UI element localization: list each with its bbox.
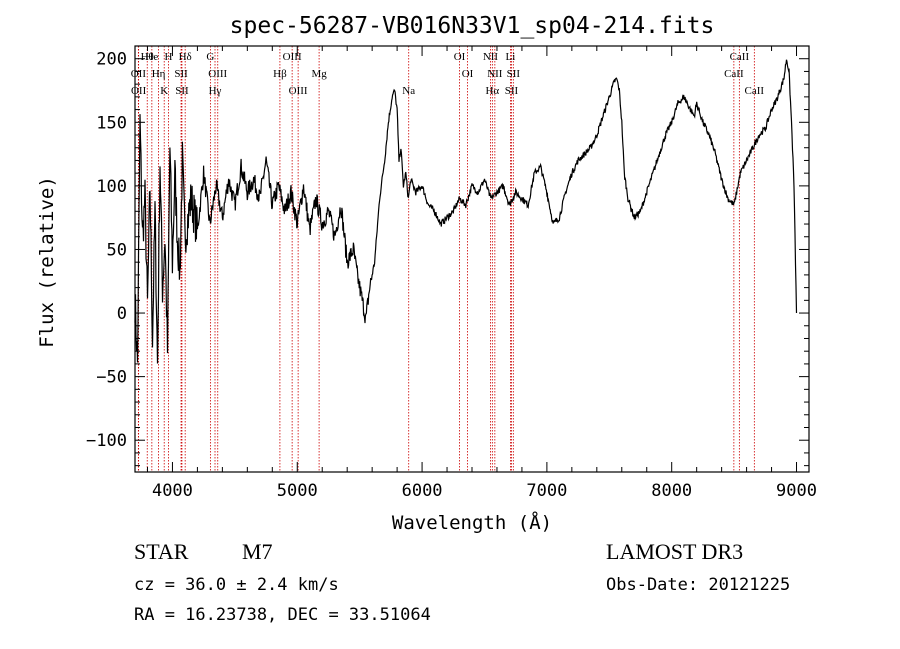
plot-frame xyxy=(134,45,810,473)
x-axis-ticks: 4000 5000 6000 7000 8000 9000 xyxy=(146,46,817,501)
line-label: OII xyxy=(131,68,147,80)
line-label: Mg xyxy=(311,68,327,80)
line-label: Hδ xyxy=(179,51,192,63)
object-subclass: M7 xyxy=(242,539,273,564)
y-tick-label: 0 xyxy=(117,304,127,324)
observation-date: Obs-Date: 20121225 xyxy=(606,575,790,595)
line-label: OIII xyxy=(283,51,302,63)
line-label: K xyxy=(160,85,168,97)
flux-series-line xyxy=(134,59,798,364)
y-tick-label: 200 xyxy=(96,50,127,70)
line-label: CaII xyxy=(724,68,744,80)
line-label: SII xyxy=(507,68,521,80)
line-label: SII xyxy=(175,85,189,97)
line-label: Na xyxy=(402,85,415,97)
redshift-cz: cz = 36.0 ± 2.4 km/s xyxy=(134,575,339,595)
y-tick-label: 50 xyxy=(107,240,127,260)
line-label: G xyxy=(206,51,214,63)
x-tick-label: 4000 xyxy=(152,481,193,501)
y-axis-label: Flux (relative) xyxy=(36,176,58,348)
x-tick-label: 7000 xyxy=(526,481,567,501)
line-label: OIII xyxy=(289,85,308,97)
line-label: OII xyxy=(131,85,147,97)
line-label: OI xyxy=(462,68,474,80)
x-tick-label: 9000 xyxy=(776,481,817,501)
line-label: NII xyxy=(487,68,503,80)
line-label: Hα xyxy=(485,85,499,97)
x-tick-label: 5000 xyxy=(277,481,318,501)
y-tick-label: 150 xyxy=(96,113,127,133)
y-axis-ticks: −100 −50 0 50 100 150 200 xyxy=(86,50,809,467)
y-tick-label: −100 xyxy=(86,431,127,451)
spectral-line-markers xyxy=(137,46,755,472)
line-label: CaII xyxy=(745,85,765,97)
line-label: H xyxy=(164,51,172,63)
chart-title: spec-56287-VB016N33V1_sp04-214.fits xyxy=(230,13,715,39)
x-tick-label: 8000 xyxy=(651,481,692,501)
line-label: SII xyxy=(174,68,188,80)
survey-name: LAMOST DR3 xyxy=(606,539,743,564)
coordinates: RA = 16.23738, DEC = 33.51064 xyxy=(134,605,431,625)
line-label: Hβ xyxy=(273,68,287,80)
line-label: OIII xyxy=(208,68,227,80)
spectral-line-labels: HθOIIOIIHeHηKHSIISIIHδOIIIHγGHβOIIIOIIIM… xyxy=(131,51,765,97)
line-label: Hη xyxy=(152,68,166,80)
x-tick-label: 6000 xyxy=(402,481,443,501)
line-label: NII xyxy=(483,51,499,63)
y-tick-label: −50 xyxy=(96,368,127,388)
line-label: OI xyxy=(454,51,466,63)
y-tick-label: 100 xyxy=(96,177,127,197)
line-label: SII xyxy=(505,85,519,97)
line-label: Hθ xyxy=(141,51,154,63)
line-label: He xyxy=(145,51,158,63)
line-label: Li xyxy=(506,51,516,63)
line-label: CaII xyxy=(730,51,750,63)
object-class: STAR xyxy=(134,539,189,564)
x-axis-label: Wavelength (Å) xyxy=(392,511,552,534)
line-label: Hγ xyxy=(209,85,222,97)
